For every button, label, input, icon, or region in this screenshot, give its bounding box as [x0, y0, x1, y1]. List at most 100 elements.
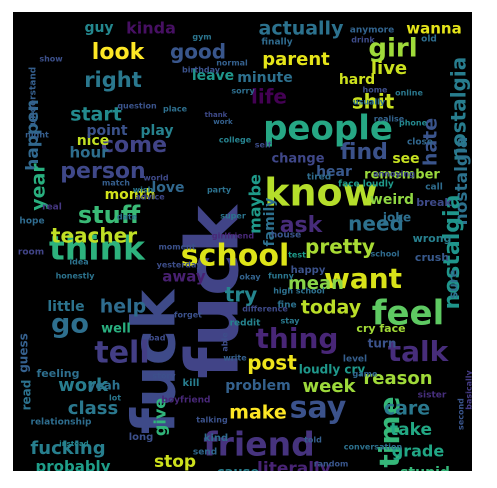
cloud-word-high-school: high school [273, 287, 325, 296]
cloud-word-problem: problem [225, 378, 290, 394]
cloud-word-teacher: teacher [51, 224, 137, 248]
cloud-word-girlfriend: girlfriend [212, 232, 254, 241]
cloud-word-kind: kind [204, 433, 228, 444]
cloud-word-stuff: stuff [78, 201, 141, 229]
cloud-word-world: world [143, 174, 169, 183]
cloud-word-nostalgia: nostalgia [440, 195, 465, 310]
cloud-word-sure: sure [447, 269, 461, 299]
cloud-word-try: try [225, 283, 257, 307]
cloud-word-kill: kill [183, 378, 200, 389]
cloud-word-finally: finally [261, 38, 292, 48]
cloud-word-told: told [304, 436, 322, 445]
cloud-word-away: away [162, 268, 206, 286]
cloud-word-pretty: pretty [305, 235, 375, 259]
cloud-word-sorry: sorry [231, 87, 255, 96]
cloud-word-tell: tell [94, 336, 149, 371]
cloud-word-see: see [392, 151, 419, 167]
cloud-word-self: self [255, 141, 272, 150]
cloud-word-okay: okay [239, 273, 261, 282]
cloud-word-funny: funny [268, 272, 295, 281]
cloud-word-loudly-cry: loudly cry [299, 363, 366, 377]
cloud-word-family: family [262, 198, 278, 247]
cloud-word-post: post [247, 351, 297, 375]
cloud-word-old: old [421, 35, 437, 45]
cloud-word-work: work [58, 375, 109, 396]
cloud-word-place: place [163, 105, 188, 114]
cloud-word-able: able [221, 332, 230, 352]
cloud-word-look: look [92, 40, 146, 65]
cloud-word-nostalgia: nostalgia [447, 57, 471, 161]
cloud-word-yeah: yeah [88, 379, 121, 393]
cloud-word-call: call [425, 183, 443, 193]
cloud-word-thank: thank [205, 111, 228, 119]
cloud-word-friend: friend [203, 425, 314, 464]
cloud-word-help: help [100, 296, 147, 318]
cloud-word-leave: leave [192, 68, 234, 84]
cloud-word-probably: probably [36, 458, 111, 472]
cloud-word-little: little [47, 299, 84, 315]
cloud-word-long: long [129, 432, 154, 443]
cloud-word-break: break [416, 196, 452, 209]
cloud-word-start: start [70, 104, 122, 126]
cloud-word-person: person [60, 159, 145, 184]
word-cloud-canvas: fuckfuckschoolknowpeoplethinkwantfriendf… [17, 18, 473, 472]
cloud-word-care: care [384, 398, 430, 420]
cloud-word-find: find [340, 140, 388, 165]
cloud-word-girl: girl [368, 34, 417, 64]
cloud-word-match: match [102, 179, 130, 188]
cloud-word-tired: tired [307, 173, 331, 183]
cloud-word-honestly: honestly [56, 272, 96, 281]
cloud-word-think: think [49, 229, 146, 268]
cloud-word-remember: remember [364, 168, 440, 183]
cloud-word-hope: hope [19, 217, 44, 227]
cloud-word-date: date [117, 213, 138, 222]
cloud-word-advice: advice [135, 193, 165, 202]
cloud-word-thing: thing [256, 322, 339, 355]
cloud-word-game: game [353, 370, 378, 379]
cloud-word-parent: parent [262, 49, 330, 70]
cloud-word-change: change [271, 152, 324, 167]
cloud-word-happen: happen [23, 99, 43, 171]
cloud-word-need: need [348, 212, 404, 236]
cloud-word-work: work [213, 118, 233, 126]
cloud-word-fuck: fuck [120, 288, 190, 434]
cloud-word-level: level [343, 355, 367, 365]
cloud-word-want: want [324, 262, 402, 295]
cloud-word-normal: normal [216, 59, 248, 68]
cloud-word-time: time [373, 396, 406, 467]
cloud-word-stupid: stupid [400, 465, 450, 471]
cloud-word-anymore: anymore [350, 26, 394, 36]
cloud-word-college: college [219, 136, 252, 145]
cloud-word-hear: hear [316, 164, 352, 180]
cloud-word-bad: bad [149, 334, 166, 343]
cloud-word-realise: realise [374, 115, 405, 124]
cloud-word-house: house [271, 231, 301, 241]
cloud-word-lot: lot [109, 394, 121, 403]
cloud-word-crush: crush [415, 251, 449, 264]
cloud-word-know: know [264, 171, 378, 215]
cloud-word-close: close [407, 138, 433, 148]
cloud-word-ask: ask [280, 213, 324, 238]
cloud-word-point: point [86, 123, 127, 139]
cloud-word-basically: basically [465, 369, 473, 409]
cloud-word-grade: grade [392, 442, 445, 461]
cloud-word-maybe: maybe [246, 174, 265, 234]
cloud-word-guy: guy [84, 20, 113, 36]
cloud-word-night: night [25, 131, 49, 140]
cloud-word-party: party [207, 186, 232, 195]
cloud-word-moment: moment [158, 243, 195, 252]
cloud-word-come: come [101, 133, 167, 158]
cloud-word-happy: happy [291, 265, 326, 276]
cloud-word-talk: talk [388, 335, 450, 368]
cloud-word-week: week [302, 376, 356, 397]
cloud-word-random: random [314, 460, 349, 469]
cloud-word-birthday: birthday [182, 66, 221, 75]
cloud-word-home: home [363, 86, 389, 95]
cloud-word-room: room [18, 248, 44, 258]
cloud-word-drink: drink [351, 36, 375, 45]
cloud-word-life: life [251, 85, 287, 109]
cloud-word-difference: difference [242, 305, 288, 314]
cloud-word-yesterday: yesterday [157, 261, 202, 270]
cloud-word-make: make [229, 402, 287, 424]
cloud-word-turn: turn [368, 337, 397, 351]
